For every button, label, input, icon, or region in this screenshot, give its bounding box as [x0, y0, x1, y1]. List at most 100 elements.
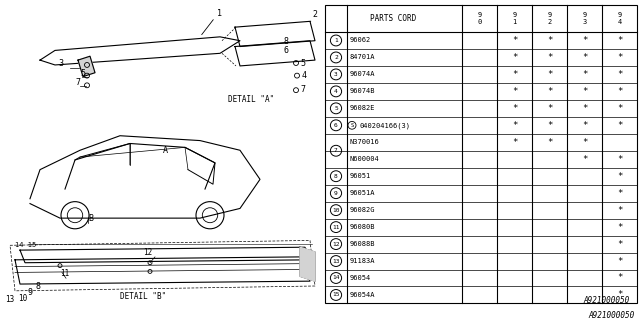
Text: *: *	[582, 70, 587, 79]
Text: 040204166(3): 040204166(3)	[359, 122, 410, 129]
Text: 15: 15	[332, 292, 340, 298]
Text: PARTS CORD: PARTS CORD	[371, 14, 417, 23]
Text: *: *	[617, 155, 622, 164]
Text: *: *	[617, 36, 622, 45]
Text: 12: 12	[143, 248, 152, 257]
Text: 96051A: 96051A	[350, 190, 376, 196]
Text: 9
0: 9 0	[477, 12, 482, 25]
Text: A: A	[163, 146, 168, 155]
Text: *: *	[617, 172, 622, 181]
Text: 10: 10	[18, 293, 28, 302]
Text: 96074B: 96074B	[350, 88, 376, 94]
Text: *: *	[512, 70, 517, 79]
Text: *: *	[512, 138, 517, 147]
Text: 4: 4	[334, 89, 338, 94]
Text: 96062: 96062	[350, 37, 371, 44]
Text: A921000050: A921000050	[589, 311, 635, 320]
Text: *: *	[582, 36, 587, 45]
Text: 14: 14	[332, 276, 340, 281]
Text: *: *	[617, 70, 622, 79]
Text: 3: 3	[58, 59, 63, 68]
Polygon shape	[300, 247, 315, 281]
Text: 2: 2	[312, 11, 317, 20]
Text: 10: 10	[332, 208, 340, 212]
Text: 96082G: 96082G	[350, 207, 376, 213]
Text: *: *	[582, 121, 587, 130]
Text: 96051: 96051	[350, 173, 371, 179]
Text: 96082E: 96082E	[350, 105, 376, 111]
Text: *: *	[512, 121, 517, 130]
Text: *: *	[617, 240, 622, 249]
Polygon shape	[78, 56, 95, 76]
Text: *: *	[582, 138, 587, 147]
Text: 9
3: 9 3	[582, 12, 587, 25]
Text: 7: 7	[75, 78, 80, 87]
Text: 3: 3	[334, 72, 338, 77]
Polygon shape	[235, 41, 315, 66]
Bar	[325, 5, 637, 303]
Polygon shape	[235, 21, 315, 46]
Text: N600004: N600004	[350, 156, 380, 162]
Text: *: *	[617, 257, 622, 266]
Text: *: *	[617, 206, 622, 215]
Polygon shape	[15, 257, 310, 284]
Polygon shape	[40, 37, 240, 65]
Text: 11: 11	[60, 269, 69, 278]
Text: *: *	[617, 189, 622, 198]
Text: 12: 12	[332, 242, 340, 247]
Text: *: *	[617, 274, 622, 283]
Text: B: B	[88, 214, 93, 223]
Text: 13: 13	[332, 259, 340, 264]
Text: 96088B: 96088B	[350, 241, 376, 247]
Text: 5: 5	[80, 68, 85, 78]
Text: 4: 4	[302, 70, 307, 80]
Text: 8: 8	[35, 282, 40, 291]
Text: 7: 7	[300, 85, 305, 94]
Text: *: *	[582, 104, 587, 113]
Text: N370016: N370016	[350, 139, 380, 145]
Text: 5: 5	[300, 59, 305, 68]
Text: *: *	[582, 53, 587, 62]
Text: *: *	[547, 53, 552, 62]
Text: 91183A: 91183A	[350, 258, 376, 264]
Text: *: *	[547, 121, 552, 130]
Text: 8: 8	[334, 174, 338, 179]
Text: *: *	[547, 70, 552, 79]
Text: *: *	[547, 104, 552, 113]
Text: *: *	[512, 53, 517, 62]
Text: *: *	[617, 223, 622, 232]
Text: 5: 5	[334, 106, 338, 111]
Text: S: S	[350, 123, 354, 128]
Text: *: *	[617, 121, 622, 130]
Text: *: *	[617, 291, 622, 300]
Polygon shape	[20, 247, 310, 263]
Text: *: *	[582, 155, 587, 164]
Text: *: *	[512, 36, 517, 45]
Text: 7: 7	[334, 148, 338, 153]
Text: *: *	[617, 87, 622, 96]
Text: *: *	[617, 53, 622, 62]
Text: 9: 9	[27, 288, 32, 297]
Text: *: *	[547, 87, 552, 96]
Text: *: *	[512, 104, 517, 113]
Text: 13: 13	[5, 295, 14, 304]
Text: 96054: 96054	[350, 275, 371, 281]
Text: 11: 11	[332, 225, 340, 229]
Text: A921000050: A921000050	[584, 296, 630, 305]
Text: 9
4: 9 4	[618, 12, 621, 25]
Text: 2: 2	[334, 55, 338, 60]
Text: *: *	[547, 138, 552, 147]
Text: 1: 1	[334, 38, 338, 43]
Text: 9: 9	[334, 191, 338, 196]
Text: 8: 8	[283, 36, 288, 46]
Text: DETAIL "A": DETAIL "A"	[228, 95, 275, 104]
Text: 84701A: 84701A	[350, 54, 376, 60]
Text: *: *	[582, 87, 587, 96]
Text: 9
1: 9 1	[513, 12, 516, 25]
Text: 96080B: 96080B	[350, 224, 376, 230]
Text: 96054A: 96054A	[350, 292, 376, 298]
Text: 14 15: 14 15	[15, 242, 36, 248]
Text: DETAIL "B": DETAIL "B"	[120, 292, 166, 300]
Text: 1: 1	[217, 9, 222, 18]
Text: *: *	[617, 104, 622, 113]
